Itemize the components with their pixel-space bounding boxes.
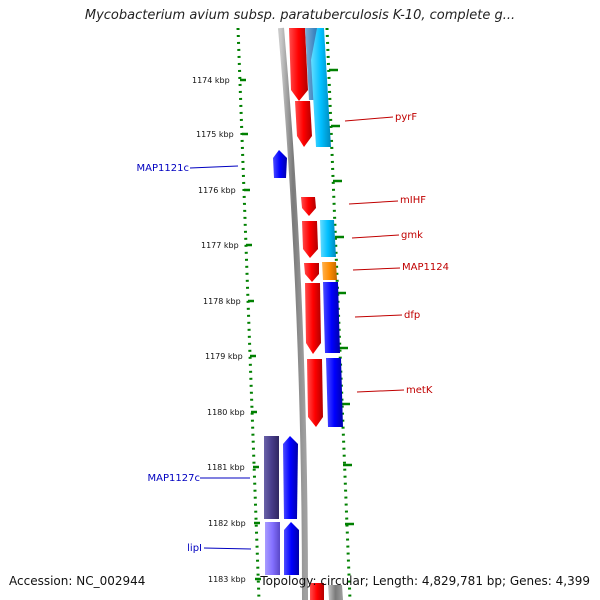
- gene-lipI-purple-block[interactable]: [265, 522, 280, 575]
- tick-label-1178: 1178 kbp: [203, 297, 241, 306]
- right-grid-ticks: [329, 68, 354, 526]
- gene-pyrF-arrow[interactable]: [295, 101, 312, 147]
- metK-leader-line: [356, 389, 405, 393]
- gene-label-MAP1127c[interactable]: MAP1127c: [148, 473, 200, 484]
- tick-label-1180: 1180 kbp: [207, 408, 245, 417]
- genome-backbone: [278, 27, 308, 600]
- MAP1124-leader-line: [352, 267, 401, 271]
- tick-label-1182: 1182 kbp: [208, 519, 246, 528]
- gene-label-pyrF[interactable]: pyrF: [395, 112, 417, 123]
- gene-dfp-blue-block[interactable]: [323, 282, 340, 353]
- gene-gmk-red-arrow[interactable]: [302, 221, 318, 258]
- gene-upstream-lightblue-block[interactable]: [311, 28, 331, 147]
- gene-gmk-lightblue-block[interactable]: [320, 220, 336, 257]
- gene-MAP1124-orange-block[interactable]: [322, 262, 337, 280]
- dfp-leader-line: [354, 314, 403, 318]
- gene-MAP1121c-arrow[interactable]: [273, 150, 287, 178]
- gene-label-dfp[interactable]: dfp: [404, 310, 420, 321]
- gene-label-MAP1124[interactable]: MAP1124: [402, 262, 449, 273]
- gene-bottom-red-arrow[interactable]: [310, 583, 324, 600]
- gene-upstream-red-arrow[interactable]: [289, 28, 308, 101]
- topology-text: Topology: circular; Length: 4,829,781 bp…: [260, 574, 590, 588]
- gene-lipI-arrow[interactable]: [284, 522, 299, 575]
- gene-label-metK[interactable]: metK: [406, 385, 433, 396]
- mIHF-leader-line: [348, 200, 399, 205]
- tick-label-1175: 1175 kbp: [196, 130, 234, 139]
- right-grid-line: [325, 27, 352, 600]
- tick-label-1181: 1181 kbp: [207, 463, 245, 472]
- gene-label-mIHF[interactable]: mIHF: [400, 195, 426, 206]
- tick-label-1176: 1176 kbp: [198, 186, 236, 195]
- tick-label-1174: 1174 kbp: [192, 76, 230, 85]
- MAP1121c-leader-line: [189, 165, 239, 169]
- gene-MAP1127c-purple-block[interactable]: [264, 436, 279, 519]
- tick-label-1177: 1177 kbp: [201, 241, 239, 250]
- gene-label-MAP1121c[interactable]: MAP1121c: [137, 163, 189, 174]
- gmk-leader-line: [351, 234, 400, 239]
- gene-label-lipI[interactable]: lipI: [187, 543, 202, 554]
- gene-metK-blue-block[interactable]: [326, 358, 343, 427]
- gene-MAP1127c-arrow[interactable]: [283, 436, 298, 519]
- gene-MAP1124-red-arrow[interactable]: [304, 263, 319, 282]
- gene-dfp-red-arrow[interactable]: [305, 283, 321, 354]
- accession-text: Accession: NC_002944: [9, 574, 146, 588]
- tick-label-1183: 1183 kbp: [208, 575, 246, 584]
- gene-metK-red-arrow[interactable]: [307, 359, 323, 427]
- gene-label-gmk[interactable]: gmk: [401, 230, 423, 241]
- lipI-leader-line: [203, 547, 252, 550]
- gene-mIHF-arrow[interactable]: [301, 197, 316, 216]
- tick-label-1179: 1179 kbp: [205, 352, 243, 361]
- left-grid-line: [236, 27, 261, 600]
- map-title: Mycobacterium avium subsp. paratuberculo…: [84, 8, 516, 23]
- pyrF-leader-line: [344, 116, 394, 122]
- gene-bottom-gray-block: [328, 585, 343, 600]
